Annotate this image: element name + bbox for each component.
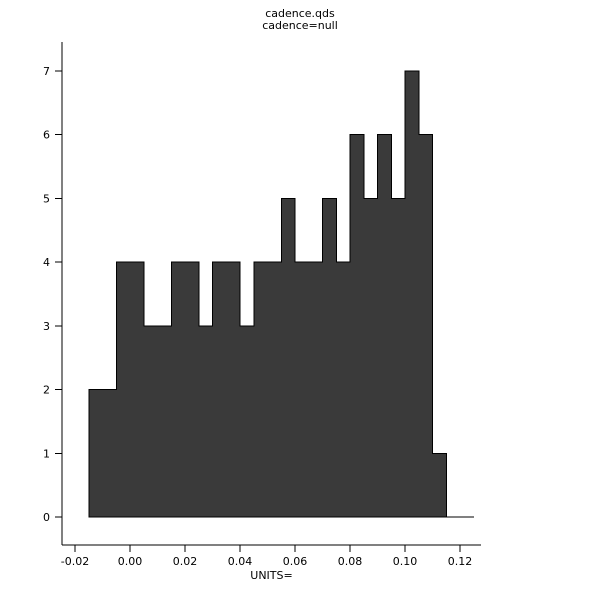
y-tick-label: 5: [43, 192, 50, 205]
histogram-bars: [88, 70, 474, 518]
y-tick-label: 0: [43, 511, 50, 524]
y-tick-label: 3: [43, 320, 50, 333]
x-tick-label: 0.12: [448, 555, 473, 568]
y-tick-label: 4: [43, 256, 50, 269]
x-tick-label: -0.02: [61, 555, 89, 568]
y-tick-label: 6: [43, 129, 50, 142]
x-tick-label: 0.00: [118, 555, 143, 568]
x-tick-label: 0.06: [283, 555, 308, 568]
chart-title: cadence.qds: [265, 7, 335, 20]
y-tick-label: 7: [43, 65, 50, 78]
y-tick-label: 1: [43, 447, 50, 460]
x-axis-label: UNITS=: [250, 569, 292, 582]
chart-subtitle: cadence=null: [262, 19, 338, 32]
y-tick-label: 2: [43, 384, 50, 397]
x-tick-label: 0.08: [338, 555, 363, 568]
x-tick-label: 0.10: [393, 555, 418, 568]
x-tick-label: 0.04: [228, 555, 253, 568]
axes: [55, 42, 481, 552]
chart-title-block: cadence.qds cadence=null: [0, 8, 600, 32]
x-tick-label: 0.02: [173, 555, 198, 568]
